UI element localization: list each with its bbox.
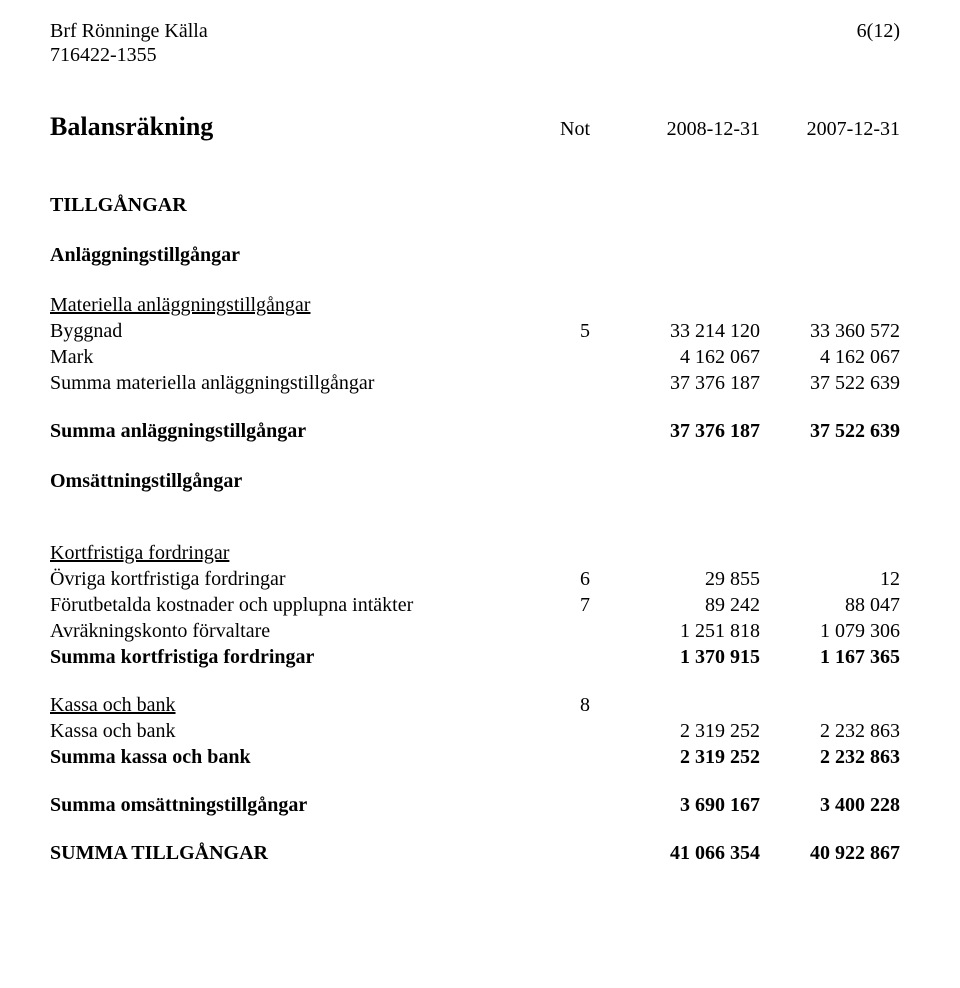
- row-label: Summa kortfristiga fordringar: [50, 644, 490, 670]
- row-summa-kortfristiga: Summa kortfristiga fordringar 1 370 915 …: [50, 644, 900, 670]
- row-value-1: 41 066 354: [590, 840, 760, 866]
- row-value-1: 37 376 187: [590, 418, 760, 444]
- title-row: Balansräkning Not 2008-12-31 2007-12-31: [50, 110, 900, 144]
- row-note: [490, 370, 590, 396]
- row-label: Kassa och bank: [50, 718, 490, 744]
- row-value-2: 37 522 639: [760, 370, 900, 396]
- spacer: [50, 396, 900, 418]
- row-summa-materiella: Summa materiella anläggningstillgångar 3…: [50, 370, 900, 396]
- row-value-2: 88 047: [760, 592, 900, 618]
- row-value-1: [590, 692, 760, 718]
- row-value-2: [760, 692, 900, 718]
- section-omsattning: Omsättningstillgångar: [50, 468, 900, 494]
- row-value-1: 2 319 252: [590, 744, 760, 770]
- row-forutbetalda: Förutbetalda kostnader och upplupna intä…: [50, 592, 900, 618]
- row-label: Summa omsättningstillgångar: [50, 792, 490, 818]
- row-ovriga-kortfristiga: Övriga kortfristiga fordringar 6 29 855 …: [50, 566, 900, 592]
- org-id: 716422-1355: [50, 42, 900, 68]
- row-mark: Mark 4 162 067 4 162 067: [50, 344, 900, 370]
- row-note: [490, 418, 590, 444]
- row-note: [490, 792, 590, 818]
- row-label: Summa kassa och bank: [50, 744, 490, 770]
- row-note: [490, 344, 590, 370]
- row-summa-anlaggning: Summa anläggningstillgångar 37 376 187 3…: [50, 418, 900, 444]
- row-label: Summa materiella anläggningstillgångar: [50, 370, 490, 396]
- spacer: [50, 770, 900, 792]
- row-value-2: 4 162 067: [760, 344, 900, 370]
- row-note: 5: [490, 318, 590, 344]
- row-value-2: 3 400 228: [760, 792, 900, 818]
- row-value-1: 2 319 252: [590, 718, 760, 744]
- heading-kassa-bank: Kassa och bank: [50, 692, 490, 718]
- section-tillgangar: TILLGÅNGAR: [50, 192, 900, 218]
- row-kassa-bank-head: Kassa och bank 8: [50, 692, 900, 718]
- row-summa-omsattning: Summa omsättningstillgångar 3 690 167 3 …: [50, 792, 900, 818]
- row-avrakningskonto: Avräkningskonto förvaltare 1 251 818 1 0…: [50, 618, 900, 644]
- section-anlaggning: Anläggningstillgångar: [50, 242, 900, 268]
- row-kassa-bank: Kassa och bank 2 319 252 2 232 863: [50, 718, 900, 744]
- row-value-1: 4 162 067: [590, 344, 760, 370]
- row-note: [490, 618, 590, 644]
- row-value-2: 37 522 639: [760, 418, 900, 444]
- document-header: Brf Rönninge Källa 6(12): [50, 18, 900, 44]
- row-label: Mark: [50, 344, 490, 370]
- heading-materiella: Materiella anläggningstillgångar: [50, 292, 900, 318]
- row-value-1: 89 242: [590, 592, 760, 618]
- row-label: Summa anläggningstillgångar: [50, 418, 490, 444]
- org-name: Brf Rönninge Källa: [50, 18, 208, 44]
- row-note: [490, 744, 590, 770]
- row-value-2: 1 079 306: [760, 618, 900, 644]
- row-value-1: 33 214 120: [590, 318, 760, 344]
- row-value-2: 12: [760, 566, 900, 592]
- row-value-2: 33 360 572: [760, 318, 900, 344]
- row-value-2: 2 232 863: [760, 744, 900, 770]
- row-note: 8: [490, 692, 590, 718]
- row-value-2: 2 232 863: [760, 718, 900, 744]
- row-note: 6: [490, 566, 590, 592]
- row-value-1: 3 690 167: [590, 792, 760, 818]
- heading-kortfristiga: Kortfristiga fordringar: [50, 540, 900, 566]
- document-page: Brf Rönninge Källa 6(12) 716422-1355 Bal…: [0, 0, 960, 988]
- column-header-date-1: 2008-12-31: [590, 110, 760, 144]
- row-value-2: 40 922 867: [760, 840, 900, 866]
- row-note: [490, 644, 590, 670]
- row-label: Förutbetalda kostnader och upplupna intä…: [50, 592, 490, 618]
- row-label: SUMMA TILLGÅNGAR: [50, 840, 490, 866]
- row-value-1: 1 370 915: [590, 644, 760, 670]
- spacer: [50, 818, 900, 840]
- row-note: [490, 718, 590, 744]
- row-summa-kassa-bank: Summa kassa och bank 2 319 252 2 232 863: [50, 744, 900, 770]
- row-note: [490, 840, 590, 866]
- document-title: Balansräkning: [50, 110, 490, 144]
- row-byggnad: Byggnad 5 33 214 120 33 360 572: [50, 318, 900, 344]
- row-label: Byggnad: [50, 318, 490, 344]
- row-label: Övriga kortfristiga fordringar: [50, 566, 490, 592]
- page-number: 6(12): [857, 18, 900, 44]
- row-label: Avräkningskonto förvaltare: [50, 618, 490, 644]
- column-header-note: Not: [490, 110, 590, 144]
- row-value-2: 1 167 365: [760, 644, 900, 670]
- column-header-date-2: 2007-12-31: [760, 110, 900, 144]
- row-value-1: 29 855: [590, 566, 760, 592]
- row-value-1: 37 376 187: [590, 370, 760, 396]
- row-note: 7: [490, 592, 590, 618]
- row-value-1: 1 251 818: [590, 618, 760, 644]
- row-summa-tillgangar: SUMMA TILLGÅNGAR 41 066 354 40 922 867: [50, 840, 900, 866]
- spacer: [50, 670, 900, 692]
